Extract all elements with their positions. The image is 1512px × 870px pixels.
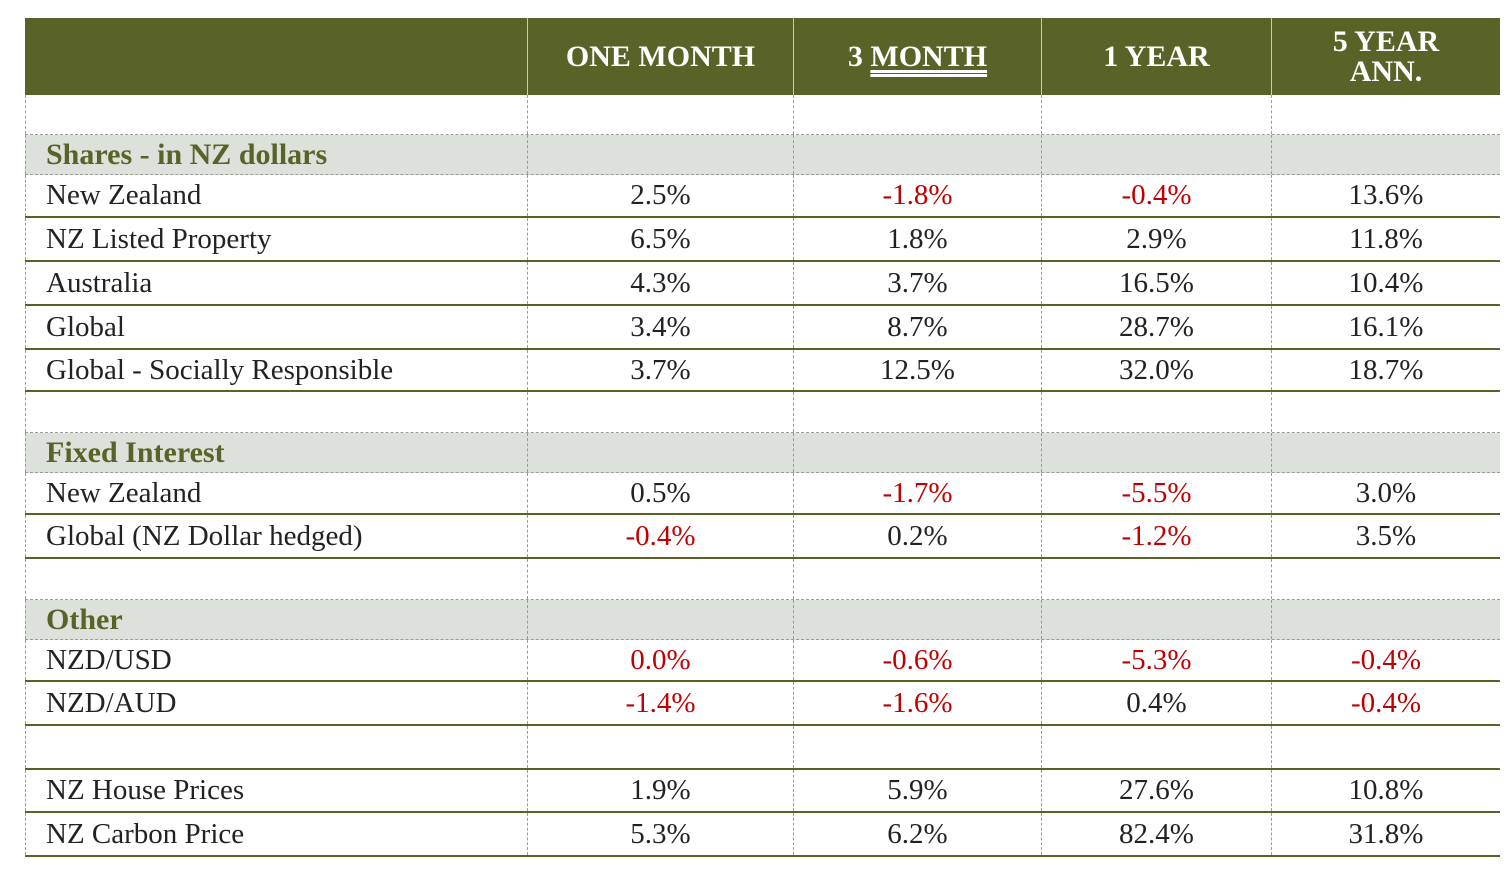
header-blank-cell	[25, 18, 528, 95]
value-one-month: 2.5%	[528, 175, 794, 216]
row-label: NZ House Prices	[25, 770, 528, 811]
value-one-year: 0.4%	[1042, 682, 1272, 724]
row-label: Global	[25, 306, 528, 348]
header-five-year: 5 YEAR ANN.	[1272, 18, 1500, 95]
value-five-year: 31.8%	[1348, 817, 1424, 850]
value-one-year: 32.0%	[1042, 350, 1272, 390]
section-row-fixed-interest: Fixed Interest	[25, 433, 1500, 473]
table-row: New Zealand 2.5% -1.8% -0.4% 13.6%	[25, 175, 1500, 218]
value-three-month: 8.7%	[794, 306, 1042, 348]
table-row: NZ Listed Property 6.5% 1.8% 2.9% 11.8%	[25, 218, 1500, 262]
value-three-month: -1.8%	[794, 175, 1042, 216]
value-five-year: 3.5%	[1355, 519, 1417, 552]
table-row: NZD/USD 0.0% -0.6% -5.3% -0.4%	[25, 640, 1500, 682]
value-five-year: 3.0%	[1355, 476, 1417, 509]
value-five-year: 13.6%	[1348, 179, 1424, 211]
section-row-shares: Shares - in NZ dollars	[25, 135, 1500, 175]
spacer-row	[25, 392, 1500, 433]
header-one-month: ONE MONTH	[528, 18, 794, 95]
value-five-year: 10.8%	[1348, 774, 1424, 806]
value-one-year: 28.7%	[1042, 306, 1272, 348]
section-row-other: Other	[25, 600, 1500, 640]
section-title: Other	[25, 600, 528, 639]
table-header: ONE MONTH 3 MONTH 1 YEAR 5 YEAR ANN.	[25, 18, 1500, 95]
table-row: Global (NZ Dollar hedged) -0.4% 0.2% -1.…	[25, 515, 1500, 559]
header-five-year-line2: ANN.	[1349, 54, 1423, 88]
table-row: NZ House Prices 1.9% 5.9% 27.6% 10.8%	[25, 770, 1500, 813]
value-one-year: 27.6%	[1042, 770, 1272, 811]
header-three-month-word: MONTH	[870, 39, 988, 73]
table-row: Australia 4.3% 3.7% 16.5% 10.4%	[25, 262, 1500, 306]
value-one-month: 1.9%	[528, 770, 794, 811]
value-three-month: 1.8%	[794, 218, 1042, 260]
value-three-month: -0.6%	[794, 640, 1042, 680]
table-row: NZD/AUD -1.4% -1.6% 0.4% -0.4%	[25, 682, 1500, 726]
header-five-year-line1: 5 YEAR	[1332, 24, 1440, 58]
value-one-year: -1.2%	[1042, 515, 1272, 557]
value-one-month: 4.3%	[528, 262, 794, 304]
value-one-month: 0.0%	[528, 640, 794, 680]
value-one-month: -1.4%	[528, 682, 794, 724]
value-one-year: -5.3%	[1042, 640, 1272, 680]
spacer-row	[25, 559, 1500, 600]
value-three-month: -1.6%	[794, 682, 1042, 724]
value-one-year: 16.5%	[1042, 262, 1272, 304]
value-five-year: 10.4%	[1348, 266, 1424, 299]
spacer-row	[25, 726, 1500, 770]
value-one-year: 2.9%	[1042, 218, 1272, 260]
value-one-year: -5.5%	[1042, 473, 1272, 513]
row-label: NZ Carbon Price	[25, 813, 528, 855]
value-one-month: 5.3%	[528, 813, 794, 855]
table-row: Global - Socially Responsible 3.7% 12.5%…	[25, 350, 1500, 392]
value-three-month: -1.7%	[794, 473, 1042, 513]
row-label: NZD/USD	[25, 640, 528, 680]
value-one-month: 6.5%	[528, 218, 794, 260]
value-five-year: 16.1%	[1348, 310, 1424, 343]
row-label: Australia	[25, 262, 528, 304]
section-title: Fixed Interest	[25, 433, 528, 472]
header-three-month: 3 MONTH	[794, 18, 1042, 95]
row-label: Global - Socially Responsible	[25, 350, 528, 390]
value-five-year: 18.7%	[1348, 353, 1424, 386]
row-label: New Zealand	[25, 175, 528, 216]
value-one-year: 82.4%	[1042, 813, 1272, 855]
header-three-month-prefix: 3	[847, 39, 871, 73]
value-one-month: 3.7%	[528, 350, 794, 390]
value-three-month: 3.7%	[794, 262, 1042, 304]
spacer-row	[25, 95, 1500, 135]
table-row: NZ Carbon Price 5.3% 6.2% 82.4% 31.8%	[25, 813, 1500, 857]
value-one-month: -0.4%	[528, 515, 794, 557]
value-three-month: 5.9%	[794, 770, 1042, 811]
row-label: NZ Listed Property	[25, 218, 528, 260]
row-label: New Zealand	[25, 473, 528, 513]
value-five-year: -0.4%	[1350, 643, 1422, 676]
table-row: New Zealand 0.5% -1.7% -5.5% 3.0%	[25, 473, 1500, 515]
value-three-month: 0.2%	[794, 515, 1042, 557]
value-five-year: -0.4%	[1350, 686, 1422, 719]
value-three-month: 6.2%	[794, 813, 1042, 855]
value-five-year: 11.8%	[1349, 222, 1423, 255]
value-one-year: -0.4%	[1042, 175, 1272, 216]
row-label: NZD/AUD	[25, 682, 528, 724]
section-title: Shares - in NZ dollars	[25, 135, 528, 174]
header-one-year: 1 YEAR	[1042, 18, 1272, 95]
value-three-month: 12.5%	[794, 350, 1042, 390]
table-row: Global 3.4% 8.7% 28.7% 16.1%	[25, 306, 1500, 350]
value-one-month: 0.5%	[528, 473, 794, 513]
row-label: Global (NZ Dollar hedged)	[25, 515, 528, 557]
value-one-month: 3.4%	[528, 306, 794, 348]
